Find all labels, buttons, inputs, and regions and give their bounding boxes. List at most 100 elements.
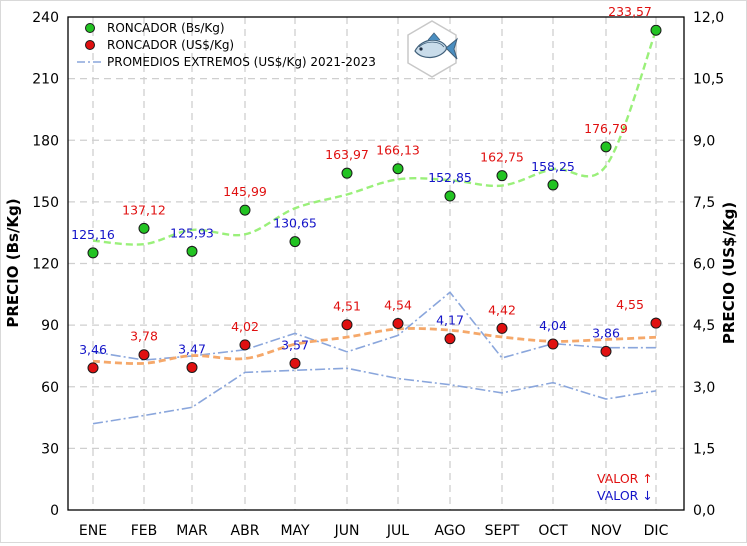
legend-label-usd: RONCADOR (US$/Kg) (107, 38, 234, 52)
plot-area-border (67, 16, 685, 511)
x-tick-label: FEB (131, 523, 158, 539)
left-tick-label: 120 (32, 257, 59, 273)
data-label: 125,16 (71, 227, 115, 242)
left-axis-label: PRECIO (Bs/Kg) (4, 198, 22, 327)
usd-point (289, 357, 301, 369)
data-label: 145,99 (223, 184, 267, 199)
right-axis-label: PRECIO (US$/Kg) (720, 202, 738, 344)
data-label: 4,17 (436, 313, 464, 328)
annotation-value-up: VALOR ↑ (597, 471, 653, 486)
data-label: 3,46 (79, 342, 107, 357)
right-tick-label: 12,0 (693, 10, 724, 26)
legend-marker-bs (85, 23, 95, 33)
bs-point (289, 236, 301, 248)
bs-point (444, 190, 456, 202)
usd-point (600, 345, 612, 357)
bs-point (138, 222, 150, 234)
x-tick-label: OCT (538, 523, 568, 539)
grid-lines (68, 17, 684, 510)
x-tick-label: NOV (591, 523, 622, 539)
data-label: 4,54 (384, 297, 412, 312)
fish-icon (407, 20, 458, 78)
left-tick-label: 60 (41, 380, 59, 396)
data-label: 166,13 (376, 143, 420, 158)
data-label: 130,65 (273, 216, 317, 231)
bs-trend-line (92, 29, 658, 246)
x-tick-label: MAY (280, 523, 310, 539)
data-label: 3,86 (592, 325, 620, 340)
series-layer (87, 24, 662, 425)
bs-point (650, 24, 662, 36)
bs-point (341, 167, 353, 179)
bs-point (87, 247, 99, 259)
x-tick-label: AGO (434, 523, 465, 539)
usd-point (239, 339, 251, 351)
right-tick-label: 6,0 (693, 257, 715, 273)
data-label: 137,12 (122, 202, 166, 217)
right-axis-ticks: 0,0 1,5 3,0 4,5 6,0 7,5 9,0 10,5 12,0 (693, 10, 724, 519)
right-tick-label: 9,0 (693, 133, 715, 149)
data-label: 125,93 (170, 225, 214, 240)
left-tick-label: 90 (41, 318, 59, 334)
left-tick-label: 180 (32, 133, 59, 149)
x-tick-label: DIC (644, 523, 669, 539)
x-tick-label: ABR (231, 523, 260, 539)
data-label: 152,85 (428, 170, 472, 185)
right-tick-label: 10,5 (693, 72, 724, 88)
x-axis-ticks: ENE FEB MAR ABR MAY JUN JUL AGO SEPT OCT NOV DIC (79, 523, 669, 539)
x-tick-label: SEPT (485, 523, 520, 539)
usd-point (87, 362, 99, 374)
bs-point (547, 179, 559, 191)
right-tick-label: 3,0 (693, 380, 715, 396)
bs-point (600, 141, 612, 153)
usd-point (547, 338, 559, 350)
x-tick-label: JUL (386, 523, 409, 539)
x-tick-label: JUN (334, 523, 360, 539)
usd-point (444, 333, 456, 345)
left-tick-label: 240 (32, 10, 59, 26)
data-label: 4,42 (488, 302, 516, 317)
bs-point (186, 245, 198, 257)
left-tick-label: 150 (32, 195, 59, 211)
usd-point (650, 317, 662, 329)
usd-point (341, 319, 353, 331)
usd-point (392, 317, 404, 329)
right-tick-label: 7,5 (693, 195, 715, 211)
bs-point (496, 170, 508, 182)
usd-point (496, 322, 508, 334)
bs-point (392, 163, 404, 175)
bs-point (239, 204, 251, 216)
left-tick-label: 30 (41, 441, 59, 457)
data-label: 4,51 (333, 299, 361, 314)
usd-point (138, 349, 150, 361)
extremes-lower-line (92, 367, 657, 425)
data-label: 3,47 (178, 341, 206, 356)
data-label: 3,78 (130, 329, 158, 344)
left-tick-label: 210 (32, 72, 59, 88)
legend-label-extremes: PROMEDIOS EXTREMOS (US$/Kg) 2021-2023 (107, 55, 376, 69)
data-labels: 125,16 137,12 125,93 145,99 130,65 163,97 166,… (71, 4, 652, 357)
legend: RONCADOR (Bs/Kg) RONCADOR (US$/Kg) PROME… (77, 21, 376, 69)
legend-label-bs: RONCADOR (Bs/Kg) (107, 21, 225, 35)
left-axis-ticks: 0 30 60 90 120 150 180 210 240 (32, 10, 59, 519)
right-tick-label: 4,5 (693, 318, 715, 334)
data-label: 163,97 (325, 147, 369, 162)
annotation-value-down: VALOR ↓ (597, 488, 653, 503)
left-tick-label: 0 (50, 503, 59, 519)
right-tick-label: 0,0 (693, 503, 715, 519)
data-label: 176,79 (584, 121, 628, 136)
data-label: 3,57 (281, 337, 309, 352)
data-label: 4,02 (231, 319, 259, 334)
data-label: 4,04 (539, 318, 567, 333)
legend-marker-usd (85, 40, 95, 50)
data-label: 162,75 (480, 150, 524, 165)
usd-point (186, 361, 198, 373)
data-label: 233,57 (608, 4, 652, 19)
right-tick-label: 1,5 (693, 441, 715, 457)
x-tick-label: ENE (79, 523, 107, 539)
data-label: 4,55 (616, 297, 644, 312)
data-label: 158,25 (531, 159, 575, 174)
x-tick-label: MAR (176, 523, 208, 539)
